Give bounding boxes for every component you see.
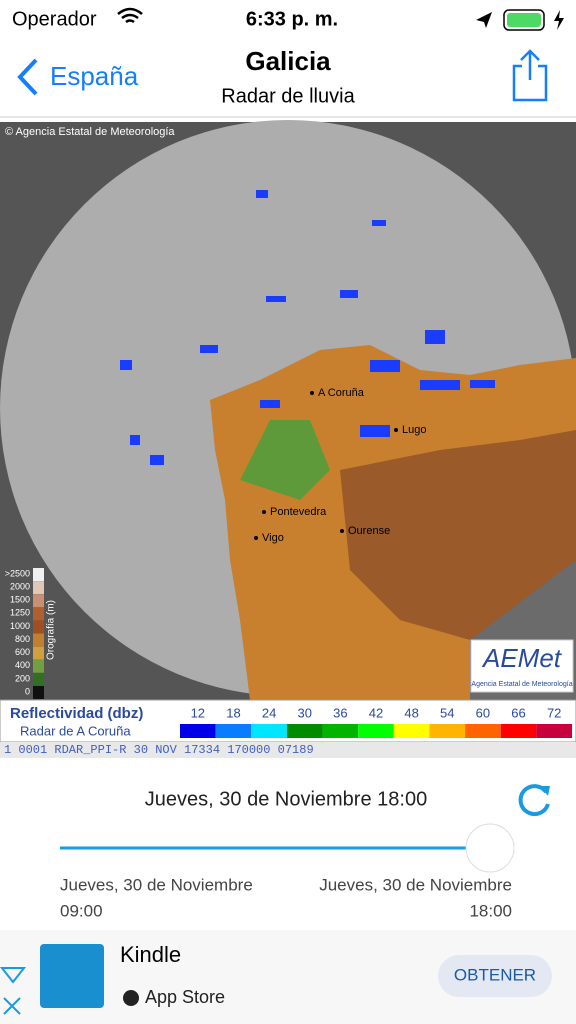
orography-swatch (33, 633, 44, 647)
legend-swatch (465, 724, 501, 738)
aemet-logo: AEMet (481, 643, 563, 673)
orography-tick: 200 (15, 673, 30, 683)
legend-value: 18 (226, 705, 240, 720)
city-dot (310, 391, 314, 395)
legend-swatch (358, 724, 394, 738)
legend-value: 66 (511, 705, 525, 720)
orography-tick: 400 (15, 660, 30, 670)
aemet-caption: Agencia Estatal de Meteorología (471, 681, 572, 688)
back-chevron[interactable] (17, 58, 38, 96)
slider-thumb[interactable] (465, 823, 515, 873)
legend-value: 12 (191, 705, 205, 720)
orography-swatch (33, 646, 44, 660)
refresh-button[interactable] (518, 784, 550, 817)
end-time: 18:00 (469, 901, 512, 920)
city-label: Ourense (348, 525, 390, 537)
charging-icon (554, 10, 564, 30)
orography-tick: 800 (15, 634, 30, 644)
city-dot (394, 428, 398, 432)
back-button[interactable]: España (17, 58, 139, 96)
orography-swatch (33, 594, 44, 608)
orography-label: Orografía (m) (46, 600, 57, 660)
back-label[interactable]: España (50, 61, 139, 91)
nav-title: Galicia (245, 46, 331, 76)
lowlands (240, 420, 330, 500)
orography-tick: 2000 (10, 581, 30, 591)
refresh-arrow[interactable] (540, 786, 550, 796)
wifi-icon (117, 7, 143, 24)
ad-app-name[interactable]: Kindle (120, 942, 181, 967)
location-icon (476, 12, 492, 28)
orography-tick: >2500 (5, 568, 30, 578)
rain-echoes (120, 190, 495, 465)
ad-choices[interactable] (0, 967, 27, 1015)
legend-swatch (251, 724, 287, 738)
orography-tick: 1000 (10, 621, 30, 631)
get-button[interactable] (438, 955, 552, 997)
city-dot (262, 510, 266, 514)
legend-value: 48 (404, 705, 418, 720)
current-time: Jueves, 30 de Noviembre 18:00 (145, 788, 427, 810)
legend-swatch (536, 724, 572, 738)
clock: 6:33 p. m. (246, 8, 338, 30)
legend-value: 24 (262, 705, 276, 720)
orography-tick: 1250 (10, 608, 30, 618)
carrier: Operador (12, 8, 97, 30)
nav-subtitle: Radar de lluvia (221, 85, 355, 107)
mountains (340, 430, 576, 640)
orography-tick: 1500 (10, 595, 30, 605)
legend-value: 36 (333, 705, 347, 720)
orography-swatch (33, 581, 44, 595)
refresh-icon[interactable] (518, 784, 550, 817)
app-icon[interactable] (40, 944, 104, 1008)
start-date: Jueves, 30 de Noviembre (60, 875, 253, 894)
city-dot (340, 529, 344, 533)
orography-swatch (33, 620, 44, 634)
orography-swatch (33, 686, 44, 699)
legend-swatch (180, 724, 216, 738)
battery (503, 9, 545, 31)
city-label: Vigo (262, 532, 284, 544)
orography-swatch (33, 659, 44, 673)
aemet-logo-box (470, 639, 574, 693)
legend-value: 54 (440, 705, 454, 720)
legend-value: 30 (297, 705, 311, 720)
legend-subtitle: Radar de A Coruña (20, 723, 131, 738)
orography-tick: 600 (15, 647, 30, 657)
info-line: 1 0001 RDAR_PPI-R 30 NOV 17334 170000 07… (4, 743, 314, 757)
legend-swatch (215, 724, 252, 738)
orography-swatch (33, 672, 44, 686)
legend-swatch (286, 724, 323, 738)
legend-value: 42 (369, 705, 383, 720)
get-label[interactable]: OBTENER (454, 965, 536, 984)
city-label: A Coruña (318, 387, 365, 399)
end-date: Jueves, 30 de Noviembre (319, 875, 512, 894)
share-button[interactable] (512, 49, 548, 102)
legend-swatch (393, 724, 430, 738)
legend-value: 72 (547, 705, 561, 720)
legend-swatch (500, 724, 537, 738)
orography-swatch (33, 607, 44, 621)
legend-swatch (322, 724, 359, 738)
legend-value: 60 (476, 705, 490, 720)
orography-tick: 0 (25, 686, 30, 696)
legend-title: Reflectividad (dbz) (10, 705, 143, 722)
apple-icon (123, 990, 139, 1006)
battery-level (507, 13, 541, 27)
city-label: Pontevedra (270, 506, 327, 518)
info-strip (0, 742, 576, 758)
start-time: 09:00 (60, 901, 103, 920)
radar-credit: © Agencia Estatal de Meteorología (5, 126, 175, 138)
city-label: Lugo (402, 424, 426, 436)
city-dot (254, 536, 258, 540)
orography-swatch (33, 568, 44, 581)
ad-store: App Store (145, 987, 225, 1007)
legend-swatch (429, 724, 466, 738)
share-icon[interactable] (512, 49, 548, 102)
